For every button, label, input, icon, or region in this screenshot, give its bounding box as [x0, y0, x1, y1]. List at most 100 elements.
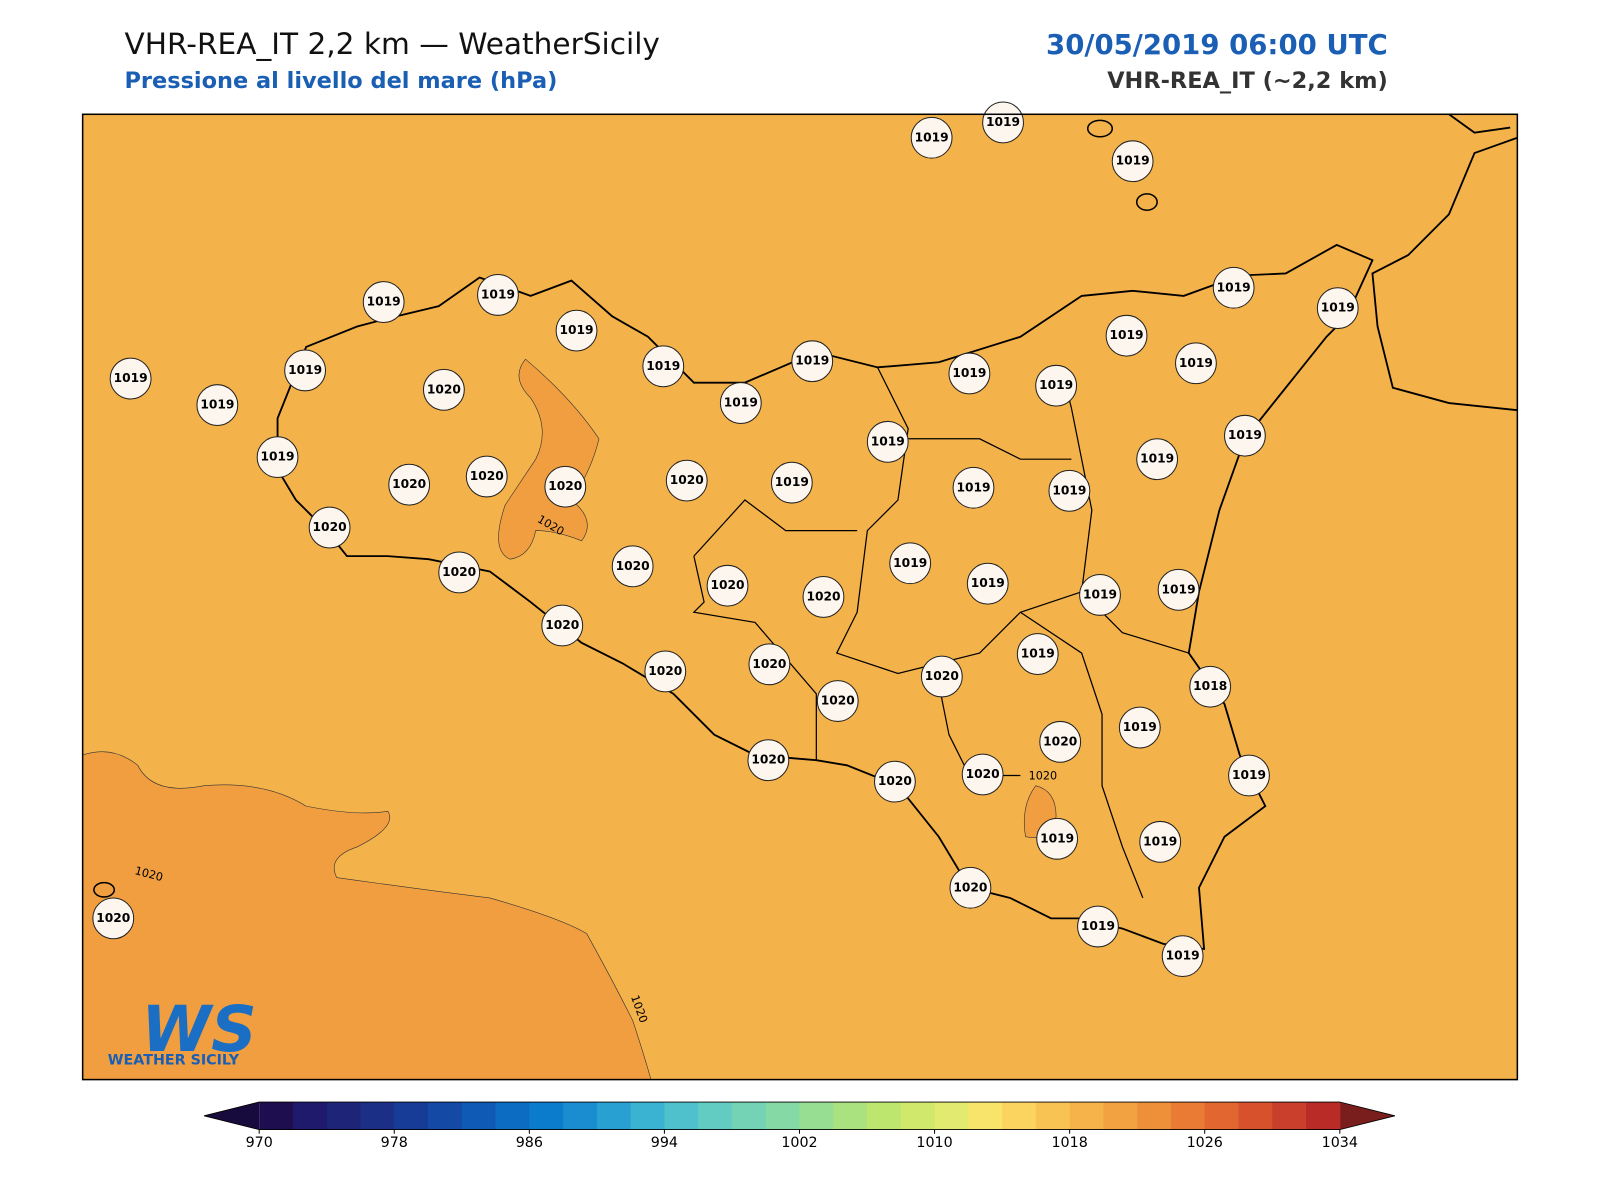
station-marker — [1157, 568, 1200, 611]
station-marker — [477, 273, 519, 316]
station-value: 1019 — [795, 354, 829, 368]
title: VHR-REA_IT 2,2 km — WeatherSicily — [124, 27, 659, 61]
colorbar-segment — [1204, 1102, 1239, 1130]
station-marker — [802, 576, 845, 618]
station-marker — [1139, 820, 1182, 863]
station-value: 1019 — [956, 480, 990, 494]
station-marker — [642, 345, 685, 388]
subtitle: Pressione al livello del mare (hPa) — [124, 68, 557, 94]
station-value: 1019 — [986, 115, 1020, 129]
station-marker — [719, 382, 762, 424]
colorbar-segment — [900, 1102, 936, 1130]
colorbar-segment — [664, 1102, 699, 1130]
island — [1086, 119, 1114, 138]
station-marker — [706, 564, 749, 607]
station-value: 1020 — [751, 753, 785, 767]
station-marker — [1228, 754, 1270, 797]
station-value: 1019 — [971, 576, 1005, 590]
station-value: 1020 — [953, 880, 987, 894]
colorbar: 970 978 986 994 1002 1010 1018 1026 1034 — [203, 1101, 1395, 1151]
colorbar-tick-label: 986 — [516, 1135, 543, 1151]
station-value: 1019 — [1109, 328, 1143, 342]
colorbar-segment — [1306, 1102, 1341, 1130]
station-value: 1020 — [925, 669, 959, 683]
colorbar-tick-label: 1034 — [1322, 1135, 1358, 1151]
station-marker — [196, 384, 239, 427]
station-value: 1019 — [952, 366, 986, 380]
station-marker — [920, 655, 963, 698]
station-value: 1019 — [1123, 720, 1157, 734]
station-marker — [1077, 905, 1119, 948]
station-value: 1019 — [1217, 280, 1251, 294]
station-value: 1020 — [392, 477, 426, 491]
colorbar-tick-label: 1010 — [916, 1135, 952, 1151]
station-value: 1019 — [1162, 582, 1196, 596]
station-marker — [1048, 469, 1091, 512]
station-value: 1019 — [1140, 452, 1174, 466]
station-value: 1019 — [646, 359, 680, 373]
logo-mark: WS — [141, 992, 256, 1066]
station-marker — [611, 545, 654, 588]
station-value: 1019 — [367, 295, 401, 309]
station-marker — [541, 604, 584, 647]
station-value: 1019 — [1166, 949, 1200, 963]
colorbar-segment — [529, 1102, 564, 1130]
station-value: 1019 — [114, 371, 148, 385]
high-field — [82, 751, 652, 1080]
station-value: 1020 — [821, 694, 855, 708]
station-value: 1020 — [1043, 734, 1077, 748]
station-value: 1019 — [1143, 834, 1177, 848]
station-value: 1019 — [288, 363, 322, 377]
station-value: 1019 — [893, 556, 927, 570]
station-marker — [644, 650, 687, 693]
station-value: 1019 — [200, 398, 234, 412]
station-value: 1020 — [752, 657, 786, 671]
station-value: 1019 — [1179, 356, 1213, 370]
station-value: 1020 — [545, 618, 579, 632]
station-marker — [873, 760, 916, 803]
station-value: 1020 — [427, 382, 461, 396]
colorbar-tick-label: 970 — [246, 1135, 273, 1151]
station-value: 1019 — [559, 323, 593, 337]
station-value: 1019 — [1228, 428, 1262, 442]
province-border — [692, 367, 1189, 899]
station-value: 1019 — [871, 434, 905, 448]
station-marker — [866, 420, 909, 463]
colorbar-over — [1339, 1102, 1395, 1130]
colorbar-segment — [1238, 1102, 1273, 1130]
station-value: 1019 — [1052, 483, 1086, 497]
station-value: 1020 — [711, 578, 745, 592]
station-marker — [1111, 140, 1154, 183]
colorbar-tick-label: 978 — [381, 1135, 408, 1151]
coastline — [1448, 113, 1511, 134]
station-marker — [1212, 266, 1255, 309]
station-marker — [961, 753, 1004, 796]
colorbar-segment — [292, 1102, 328, 1130]
station-marker — [1079, 573, 1121, 616]
date: 30/05/2019 06:00 UTC — [1046, 29, 1388, 61]
island — [93, 881, 116, 898]
station-value: 1019 — [775, 475, 809, 489]
model: VHR-REA_IT (~2,2 km) — [1107, 68, 1388, 94]
station-marker — [1036, 817, 1079, 860]
station-value: 1019 — [724, 396, 758, 410]
station-marker — [1316, 287, 1359, 330]
map-frame — [81, 113, 1519, 1081]
colorbar-segment — [563, 1102, 598, 1130]
colorbar-segment — [1035, 1102, 1071, 1130]
station-value: 1019 — [1321, 301, 1355, 315]
station-marker — [889, 542, 932, 585]
station-marker — [465, 455, 508, 498]
station-marker — [284, 349, 327, 392]
station-marker — [910, 116, 953, 159]
station-marker — [770, 461, 813, 504]
logo-name: WEATHER SICILY — [108, 1052, 240, 1068]
station-marker — [544, 465, 587, 508]
station-value: 1019 — [1116, 154, 1150, 168]
colorbar-segment — [731, 1102, 767, 1130]
station-value: 1019 — [915, 130, 949, 144]
station-marker — [982, 101, 1024, 144]
colorbar-segment — [428, 1102, 463, 1130]
map-area: 1019 1019 1019 1019 1019 1019 1019 1019 1019 1019… — [81, 101, 1519, 1081]
